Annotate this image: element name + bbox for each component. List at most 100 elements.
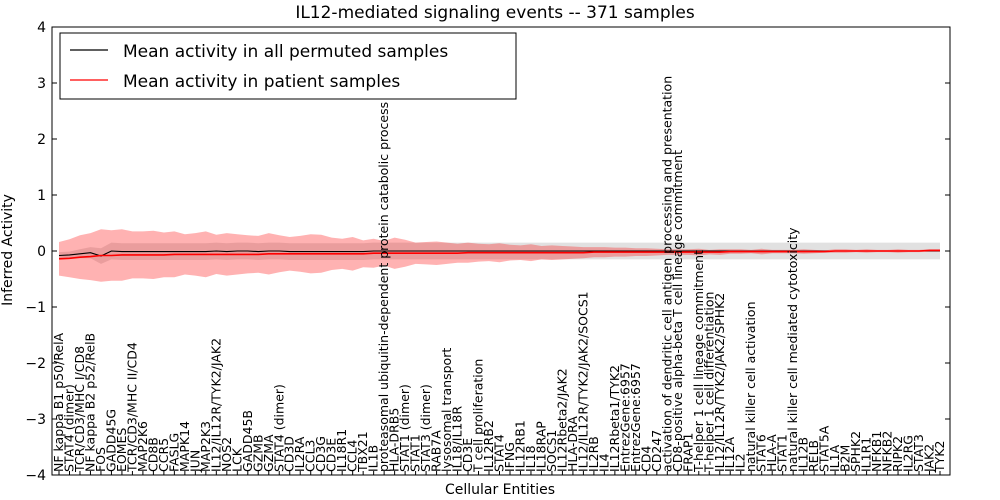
x-tick-label: IL4 xyxy=(596,453,611,472)
x-tick-label: IL12RB1 xyxy=(513,420,528,472)
x-tick-label: natural killer cell activation xyxy=(743,301,758,472)
x-tick-label: IL18R1 xyxy=(334,429,349,472)
x-tick-label: IL1R1 xyxy=(859,437,874,472)
x-tick-label: TYK2 xyxy=(932,441,947,473)
x-tick-label: STAT1 xyxy=(408,434,423,472)
axes-group: −4 −3 −2 −1 0 1 2 3 4 xyxy=(25,20,950,484)
y-tick-label: −2 xyxy=(25,356,46,372)
x-tick-label: CD247 xyxy=(649,430,664,472)
y-tick-label: 2 xyxy=(37,132,46,148)
x-tick-label: IL12/IL12R/TYK2/JAK2/SOCS1 xyxy=(575,291,590,472)
x-tick-label: proteasomal ubiquitin-dependent protein … xyxy=(376,102,391,472)
y-tick-label: 0 xyxy=(37,244,46,260)
x-tick-label: EntrezGene:6957 xyxy=(617,363,632,472)
x-tick-label: EOMES xyxy=(114,428,129,472)
x-tick-label: LCK xyxy=(229,447,244,472)
x-tick-label: GADD45G xyxy=(103,409,118,472)
x-tick-label: IL18 xyxy=(523,445,538,472)
x-axis-label: Cellular Entities xyxy=(445,482,555,498)
x-tick-label: CD8-positive alpha-beta T cell lineage c… xyxy=(670,150,685,472)
x-tick-label: B2M xyxy=(838,445,853,472)
x-tick-label: STAT3 (dimer) xyxy=(418,384,433,472)
lines-group xyxy=(58,249,940,260)
x-tick-label: MAP2K6 xyxy=(135,421,150,472)
x-tick-label: NF kappa B2 p52/RelB xyxy=(83,333,98,472)
x-tick-label: RAB7A xyxy=(429,430,444,472)
x-tick-label: JAK2 xyxy=(922,444,937,473)
x-tick-label: SOCS1 xyxy=(544,430,559,472)
x-tick-label: T cell proliferation xyxy=(471,359,486,473)
x-tick-label: CD3E xyxy=(460,438,475,472)
x-tick-label: TCR/CD3/MHC I/CD8 xyxy=(72,346,87,473)
x-tick-label: IL12Rbeta1/TYK2 xyxy=(607,365,622,472)
y-tick-label: 4 xyxy=(37,20,46,36)
legend-label-permuted: Mean activity in all permuted samples xyxy=(123,42,448,62)
x-tick-label: IL12A xyxy=(722,436,737,472)
chart-title: IL12-mediated signaling events -- 371 sa… xyxy=(295,3,695,23)
x-tick-label: IL18/IL18R xyxy=(450,406,465,472)
x-tick-label: NFKB1 xyxy=(869,431,884,472)
x-tick-label: IL12Rbeta2/JAK2 xyxy=(554,368,569,472)
y-tick-label: −1 xyxy=(25,300,46,316)
x-tick-label: FRAP1 xyxy=(680,433,695,472)
series-line-patient xyxy=(58,249,940,260)
x-tick-label: STAT4 (dimer) xyxy=(271,384,286,472)
x-tick-label: CD3D xyxy=(282,436,297,472)
legend-label-patient: Mean activity in patient samples xyxy=(123,72,400,92)
x-tick-label: RIPK2 xyxy=(890,436,905,472)
x-tick-label: CD8B xyxy=(145,437,160,472)
x-tick-label: IL1B xyxy=(366,445,381,472)
x-tick-label: NOS2 xyxy=(219,437,234,472)
y-tick-label: −4 xyxy=(25,468,46,484)
legend-box xyxy=(59,32,517,100)
x-tick-label: NFKB2 xyxy=(880,431,895,472)
x-tick-label: STAT5A xyxy=(817,425,832,472)
x-tick-label: IL2RG xyxy=(901,435,916,472)
bands-group xyxy=(59,229,940,282)
x-tick-label: RELB xyxy=(806,440,821,472)
y-tick-label: 1 xyxy=(37,188,46,204)
x-tick-label: EntrezGene:6957 xyxy=(628,363,643,472)
x-tick-label: TBX21 xyxy=(355,431,370,473)
x-tick-label: lysosomal transport xyxy=(439,348,454,472)
plot-frame xyxy=(51,26,951,476)
x-tick-label: MAPK14 xyxy=(177,421,192,472)
x-tick-label: STAT1 (dimer) xyxy=(397,384,412,472)
x-tick-label: IFNG xyxy=(502,442,517,472)
x-tick-label: HLA-DRB5 xyxy=(387,408,402,472)
x-tick-label: STAT1 xyxy=(775,434,790,472)
x-tick-label: FASLG xyxy=(166,433,181,472)
x-tick-label: IL2RB xyxy=(586,436,601,472)
x-tick-label: JUN xyxy=(187,450,202,473)
x-tick-label: HLA-A xyxy=(764,434,779,472)
x-tick-label: CCR5 xyxy=(156,438,171,472)
x-tick-label: IL12/IL12R/TYK2/JAK2/SPHK2 xyxy=(712,293,727,472)
x-tick-label: FOS xyxy=(93,447,108,472)
x-tick-label: GADD45B xyxy=(240,410,255,472)
x-tick-label: T-helper 1 cell differentiation xyxy=(701,292,716,473)
x-tick-label: activation of dendritic cell antigen pro… xyxy=(659,76,674,472)
x-tick-label: CD3E xyxy=(324,438,339,472)
x-tick-label: GZMB xyxy=(250,434,265,472)
x-tick-label: STAT4 (dimer) xyxy=(62,384,77,472)
legend: Mean activity in all permuted samples Me… xyxy=(59,32,517,100)
x-tick-label: CCL3 xyxy=(303,440,318,472)
x-tick-label: IL2 xyxy=(733,453,748,472)
x-tick-label: GZMA xyxy=(261,434,276,472)
x-tick-label: IL1A xyxy=(827,444,842,472)
x-tick-label: T-helper 1 cell lineage commitment xyxy=(691,250,706,473)
x-tick-label: TCR/CD3/MHC II/CD4 xyxy=(124,342,139,473)
band-patient xyxy=(59,229,940,282)
x-tick-label: IL2RA xyxy=(292,436,307,472)
x-tick-label: IL12RB2 xyxy=(481,420,496,472)
x-tick-label: IL18RAP xyxy=(534,421,549,472)
x-tick-label: CD3G xyxy=(313,436,328,472)
x-tick-label: HLA-DRA xyxy=(565,416,580,472)
x-tick-label: STAT3 xyxy=(911,434,926,472)
x-tick-label: IL12B xyxy=(796,437,811,472)
x-tick-label: CCL4 xyxy=(345,440,360,472)
x-tick-label: SPHK2 xyxy=(848,431,863,472)
y-tick-label: 3 xyxy=(37,76,46,92)
